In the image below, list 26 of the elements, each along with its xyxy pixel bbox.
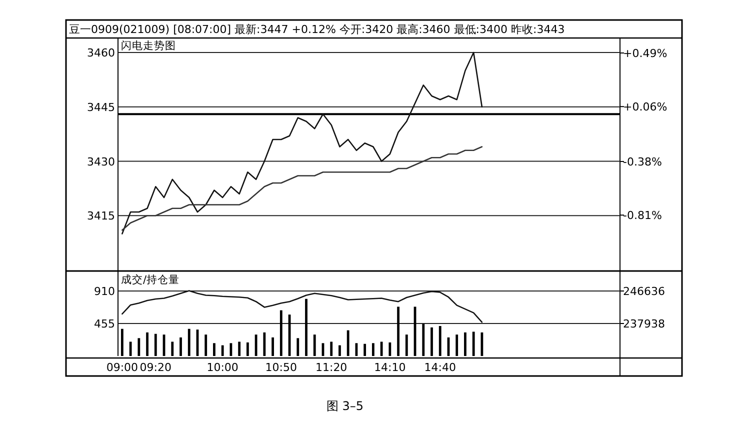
x-tick-label: 09:20 (140, 361, 172, 374)
chart-title: 豆一0909(021009) [08:07:00] 最新:3447 +0.12% 今开:3420 最高:3460 最低:3400 昨收:3443 (69, 23, 565, 36)
line-series (122, 146, 483, 231)
y-tick-label: 3415 (87, 210, 115, 223)
x-tick-label: 14:40 (424, 361, 456, 374)
y2-tick-label: -0.81% (623, 209, 662, 222)
y2-tick-label: 237938 (623, 318, 665, 330)
caption: 图 3–5 (326, 399, 364, 413)
y-tick-label: 3460 (87, 46, 115, 60)
chart-subtitle: 闪电走势图 (121, 39, 176, 52)
y-tick-label: 910 (94, 285, 115, 298)
x-tick-label: 11:20 (316, 361, 348, 374)
x-tick-label: 09:00 (106, 361, 138, 374)
y-tick-label: 3430 (87, 155, 115, 168)
x-tick-label: 10:00 (206, 361, 238, 374)
line-series (122, 52, 483, 234)
x-tick-label: 10:50 (265, 361, 297, 374)
y2-tick-label: 246636 (623, 285, 665, 298)
y2-tick-label: +0.49% (623, 46, 668, 60)
y2-tick-label: -0.38% (623, 155, 662, 168)
chart-title: 成交/持仓量 (121, 273, 180, 286)
y-tick-label: 3445 (87, 100, 115, 114)
line-series (122, 290, 483, 323)
y2-tick-label: +0.06% (623, 100, 668, 114)
y-tick-label: 455 (94, 318, 115, 330)
x-tick-label: 14:10 (374, 361, 406, 374)
